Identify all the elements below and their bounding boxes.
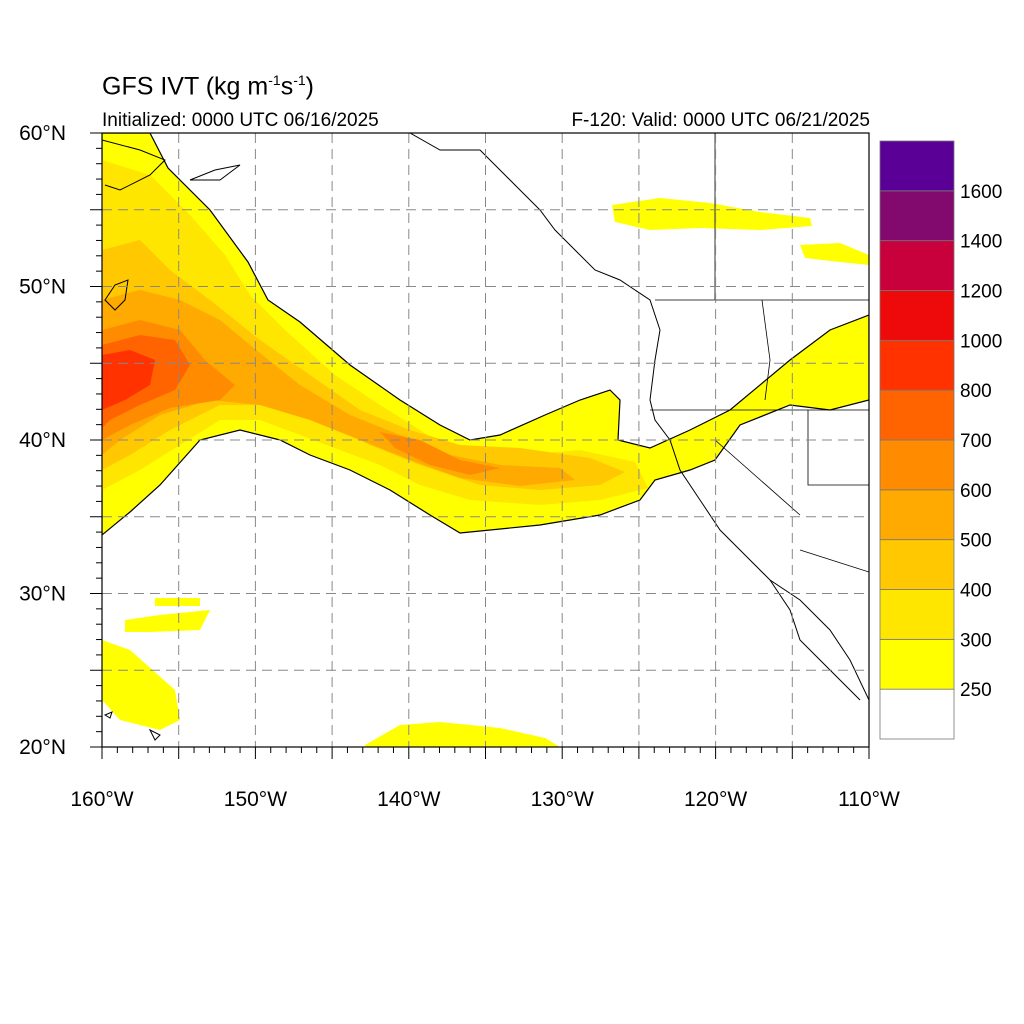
colorbar: 250 300 400 500 600 700 800 1000 1200 1400 1600 [879, 140, 1002, 740]
ivt-patch-south [365, 722, 560, 747]
colorbar-swatch [879, 190, 955, 242]
colorbar-swatch [879, 638, 955, 690]
coastlines [102, 133, 869, 741]
lon-label: 120°W [684, 788, 747, 811]
initialized-time: Initialized: 0000 UTC 06/16/2025 [102, 110, 379, 131]
colorbar-label: 250 [960, 680, 992, 701]
colorbar-swatch [879, 290, 955, 341]
ivt-250-contour [102, 133, 869, 536]
colorbar-swatch [879, 539, 955, 590]
axis-labels: 160°W 150°W 140°W 130°W 120°W 110°W 60°N 50°N 40… [19, 122, 900, 811]
lat-label: 60°N [19, 122, 66, 145]
colorbar-swatch [879, 339, 955, 391]
colorbar-label: 1200 [960, 282, 1002, 303]
valid-time: F-120: Valid: 0000 UTC 06/21/2025 [571, 110, 870, 131]
lon-label: 140°W [377, 788, 440, 811]
ivt-300-band [102, 160, 648, 505]
ivt-patch-north [612, 198, 812, 230]
lat-label: 30°N [19, 583, 66, 606]
colorbar-swatch [879, 688, 955, 740]
ivt-800-core [102, 350, 155, 410]
ivt-600-band-2 [380, 432, 500, 475]
axis-ticks [90, 132, 870, 759]
lon-label: 160°W [70, 788, 133, 811]
lon-label: 130°W [531, 788, 594, 811]
colorbar-label: 300 [960, 630, 992, 651]
graticule [102, 133, 869, 747]
colorbar-label: 700 [960, 431, 992, 452]
ivt-500-band [102, 290, 575, 486]
colorbar-swatch [879, 240, 955, 291]
colorbar-label: 500 [960, 531, 992, 552]
lat-label: 50°N [19, 276, 66, 299]
lon-label: 110°W [838, 788, 900, 811]
lon-label: 150°W [224, 788, 287, 811]
lat-label: 20°N [19, 736, 66, 759]
colorbar-label: 600 [960, 481, 992, 502]
colorbar-label: 1400 [960, 232, 1002, 253]
colorbar-swatch [879, 140, 955, 192]
map-title: GFS IVT (kg m-1s-1) [102, 72, 314, 101]
colorbar-swatch [879, 439, 955, 491]
colorbar-swatch [879, 589, 955, 640]
colorbar-label: 1600 [960, 182, 1002, 203]
colorbar-label: 1000 [960, 331, 1002, 352]
colorbar-swatch [879, 489, 955, 541]
colorbar-label: 400 [960, 581, 992, 602]
lat-label: 40°N [19, 429, 66, 452]
colorbar-swatch [879, 389, 955, 441]
colorbar-label: 800 [960, 381, 992, 402]
